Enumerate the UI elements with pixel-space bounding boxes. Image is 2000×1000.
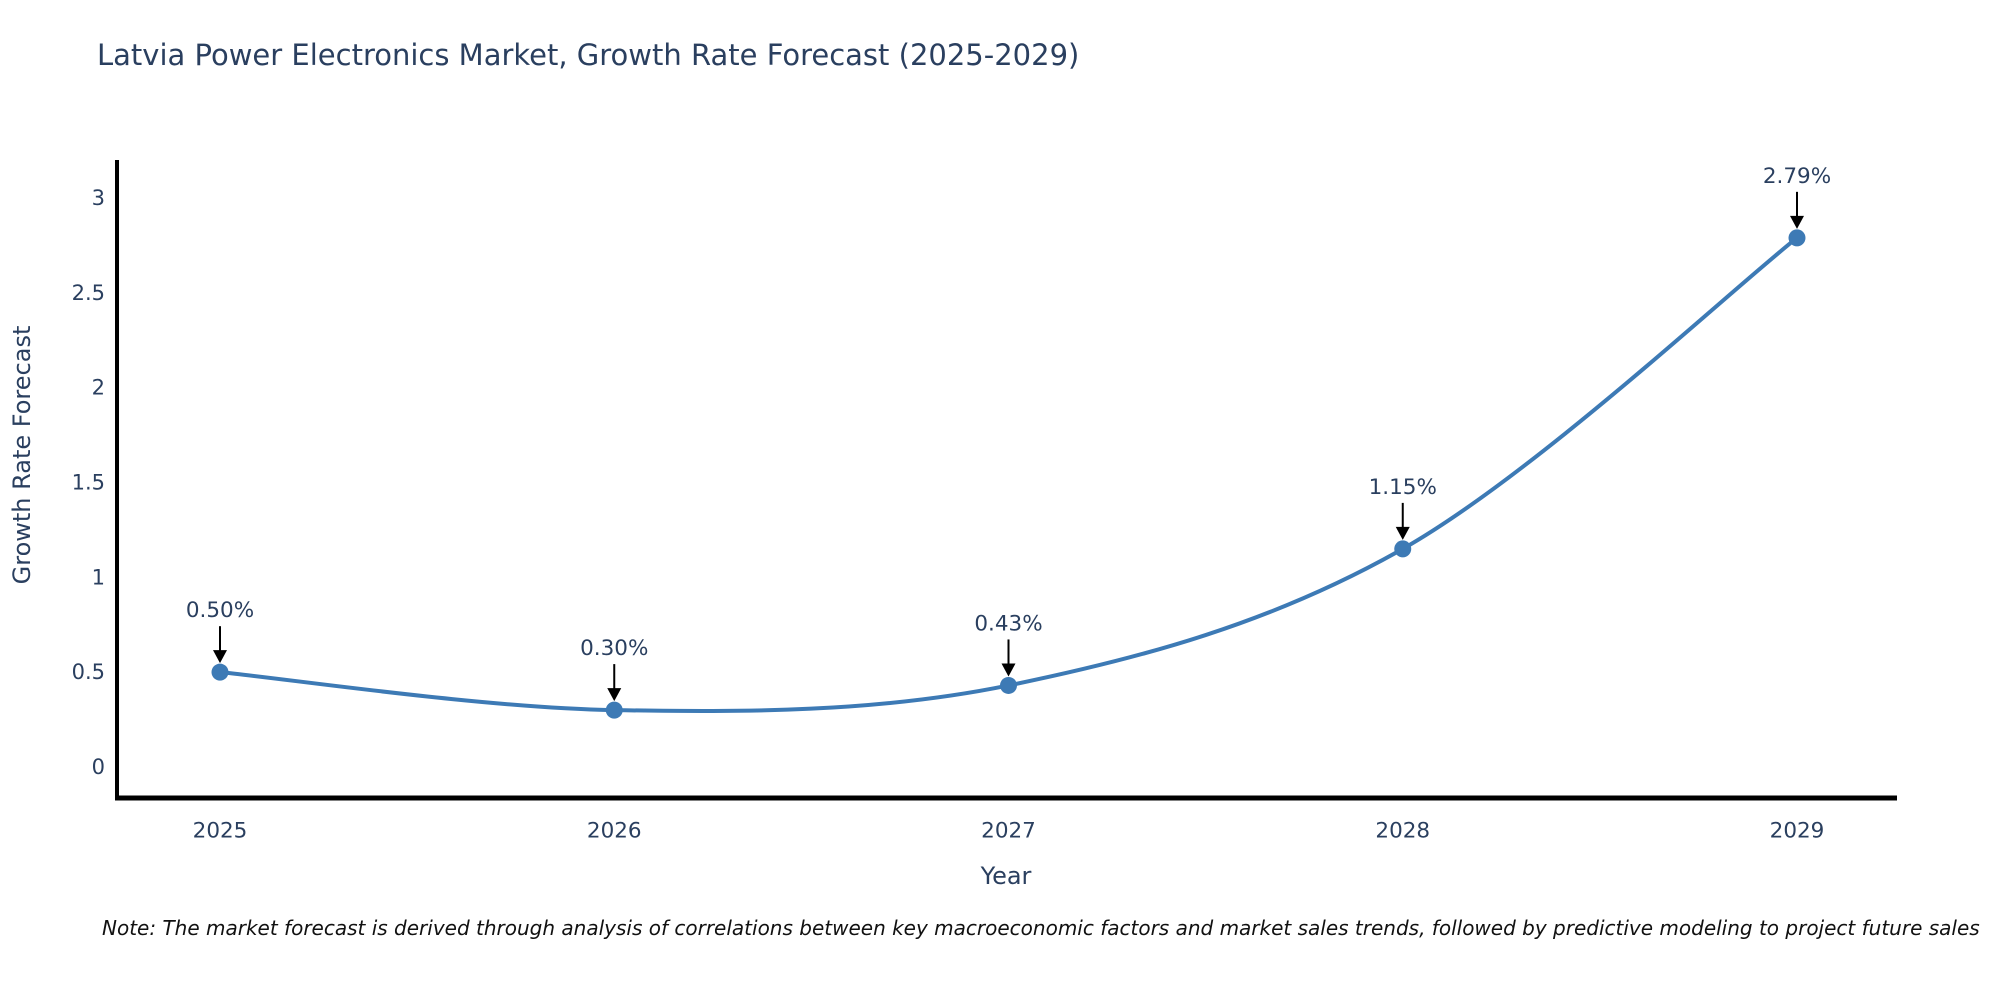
- footnote: Note: The market forecast is derived thr…: [102, 916, 1980, 940]
- value-annotations: 0.50% 0.30% 0.43% 1.15% 2.79%: [186, 164, 1831, 702]
- data-point: [1000, 676, 1017, 694]
- y-tick-label: 3: [92, 186, 105, 210]
- x-axis-title: Year: [980, 862, 1032, 890]
- annotation-arrowhead: [213, 650, 227, 664]
- point-value-label: 0.50%: [186, 598, 254, 623]
- point-value-label: 1.15%: [1369, 475, 1437, 500]
- y-axis-title: Growth Rate Forecast: [8, 326, 36, 585]
- y-tick-label: 1.5: [72, 471, 105, 495]
- x-tick-label: 2028: [1375, 819, 1430, 844]
- annotation-arrowhead: [1001, 663, 1016, 677]
- y-tick-label: 1: [92, 565, 105, 589]
- y-axis-tick-labels: 0 0.5 1 1.5 2 2.5 3: [72, 186, 105, 779]
- y-tick-label: 2.5: [72, 281, 105, 305]
- point-value-label: 0.30%: [580, 636, 648, 661]
- data-point-markers: [211, 229, 1806, 719]
- y-tick-label: 0.5: [72, 660, 105, 684]
- chart-title: Latvia Power Electronics Market, Growth …: [97, 38, 1080, 72]
- x-tick-label: 2029: [1770, 819, 1825, 844]
- annotation-arrowhead: [1790, 215, 1804, 229]
- forecast-line-series: [219, 236, 1799, 713]
- y-tick-label: 2: [92, 376, 105, 400]
- x-tick-label: 2026: [587, 819, 642, 844]
- data-point: [1788, 229, 1806, 247]
- data-point: [605, 701, 623, 719]
- x-tick-label: 2025: [193, 819, 248, 844]
- x-tick-label: 2027: [981, 819, 1036, 844]
- annotation-arrowhead: [607, 688, 622, 702]
- y-tick-label: 0: [92, 755, 105, 779]
- annotation-arrowhead: [1395, 526, 1410, 540]
- forecast-spline: [219, 236, 1799, 713]
- data-point: [1394, 540, 1412, 558]
- data-point: [211, 663, 229, 681]
- x-axis-tick-labels: 2025 2026 2027 2028 2029: [193, 819, 1825, 844]
- point-value-label: 2.79%: [1763, 164, 1831, 189]
- point-value-label: 0.43%: [974, 611, 1042, 636]
